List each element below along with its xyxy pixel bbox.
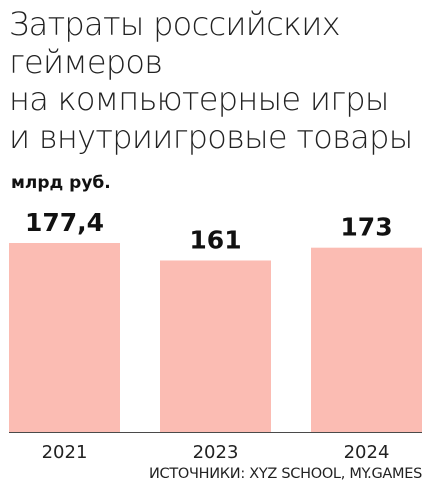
bar-2024	[311, 247, 422, 432]
value-label-2021: 177,4	[25, 208, 104, 237]
unit-label: млрд руб.	[11, 173, 111, 193]
title-line-1: Затраты российских	[9, 5, 341, 43]
value-label-2024: 173	[340, 213, 392, 242]
x-tick-label-2024: 2024	[344, 442, 390, 463]
title-line-4: и внутриигровые товары	[9, 117, 413, 156]
x-tick-label-2023: 2023	[193, 442, 239, 463]
chart-title: Затраты российских геймеров на компьютер…	[9, 5, 424, 156]
x-tick-label-2021: 2021	[42, 442, 88, 463]
bar-2021	[9, 243, 120, 432]
value-label-2023: 161	[189, 225, 241, 254]
title-line-3: на компьютерные игры	[9, 80, 389, 118]
bar-2023	[160, 260, 271, 432]
title-line-2: геймеров	[9, 42, 163, 81]
source-note: ИСТОЧНИКИ: XYZ SCHOOL, MY.GAMES	[148, 466, 422, 482]
